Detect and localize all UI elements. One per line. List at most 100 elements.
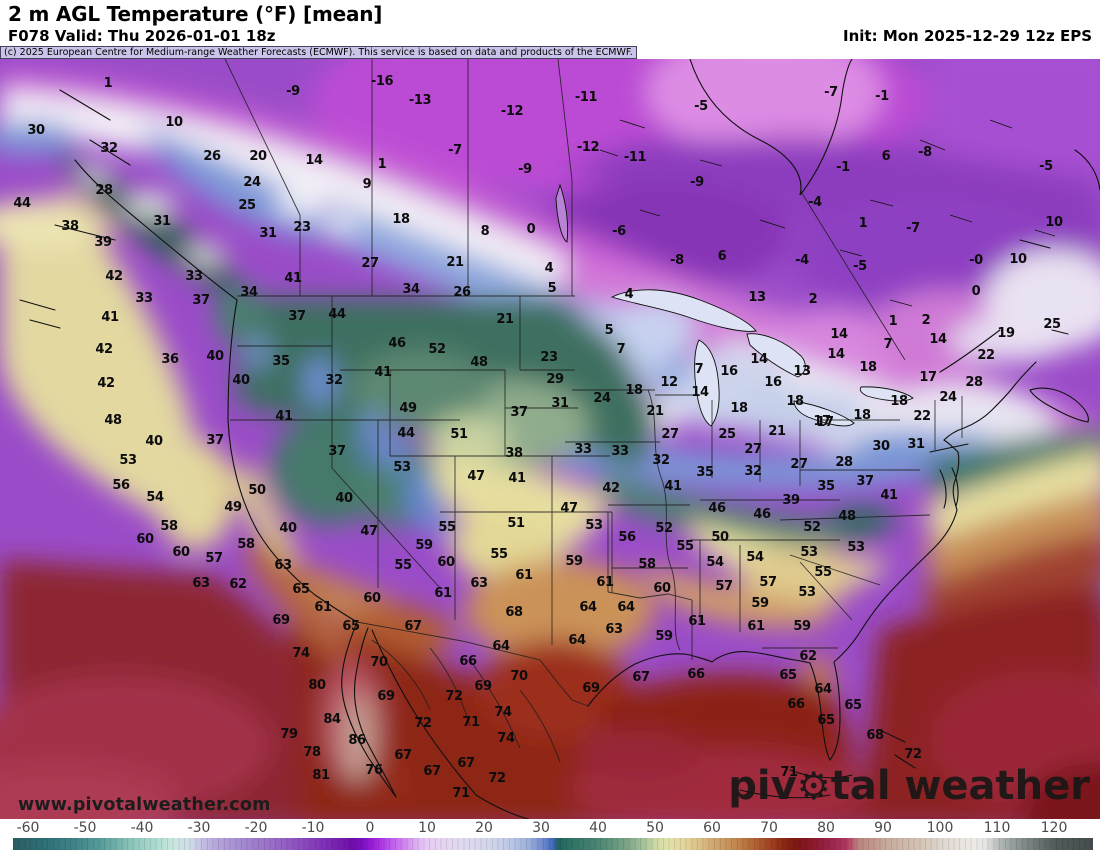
temp-value-label: 4 xyxy=(544,260,554,276)
temp-value-label: 76 xyxy=(365,762,383,778)
temp-value-label: 74 xyxy=(497,730,515,746)
temp-value-label: 65 xyxy=(844,697,862,713)
temp-value-label: 66 xyxy=(687,666,705,682)
temp-value-label: 42 xyxy=(105,268,123,284)
temp-value-label: 54 xyxy=(146,489,164,505)
colorbar-tick-label: 20 xyxy=(475,820,493,836)
temp-value-label: 0 xyxy=(971,283,981,299)
temp-value-label: 33 xyxy=(611,443,629,459)
temp-value-label: 20 xyxy=(249,148,267,164)
temp-value-label: 36 xyxy=(161,351,179,367)
temp-value-label: 69 xyxy=(272,612,290,628)
temp-value-label: 60 xyxy=(136,531,154,547)
temp-value-label: 0 xyxy=(526,221,536,237)
temp-value-label: 26 xyxy=(203,148,221,164)
temp-value-label: 13 xyxy=(793,363,811,379)
temp-value-label: 30 xyxy=(27,122,45,138)
temp-value-label: 10 xyxy=(165,114,183,130)
temp-value-label: 62 xyxy=(799,648,817,664)
temp-value-label: 6 xyxy=(717,248,727,264)
temp-value-label: 86 xyxy=(348,732,366,748)
temp-value-label: 31 xyxy=(551,395,569,411)
temp-value-label: 9 xyxy=(362,176,372,192)
temp-value-label: 17 xyxy=(816,414,834,430)
temp-value-label: 72 xyxy=(414,715,432,731)
temp-value-label: 21 xyxy=(768,423,786,439)
init-time-label: Init: Mon 2025-12-29 12z EPS xyxy=(843,27,1092,45)
temp-value-label: 41 xyxy=(275,408,293,424)
temp-value-label: 54 xyxy=(746,549,764,565)
temp-value-label: 55 xyxy=(438,519,456,535)
temp-value-label: 64 xyxy=(814,681,832,697)
valid-time-label: F078 Valid: Thu 2026-01-01 18z xyxy=(8,27,276,45)
temp-value-label: 40 xyxy=(279,520,297,536)
temp-value-label: 44 xyxy=(397,425,415,441)
temp-value-label: 18 xyxy=(853,407,871,423)
temp-value-label: 72 xyxy=(445,688,463,704)
temp-value-label: 64 xyxy=(568,632,586,648)
great-lakes xyxy=(555,183,914,427)
temp-value-label: 31 xyxy=(907,436,925,452)
temp-value-label: 40 xyxy=(145,433,163,449)
colorbar-tick-label: 30 xyxy=(532,820,550,836)
temp-value-label: 79 xyxy=(280,726,298,742)
temp-value-label: -7 xyxy=(448,142,462,158)
temp-value-label: 18 xyxy=(625,382,643,398)
temp-value-label: 16 xyxy=(720,363,738,379)
temp-value-label: 29 xyxy=(546,371,564,387)
temp-value-label: 41 xyxy=(664,478,682,494)
colorbar-tick-label: -60 xyxy=(16,820,40,836)
temp-value-label: 14 xyxy=(827,346,845,362)
temp-value-label: 50 xyxy=(711,529,729,545)
temp-value-label: 57 xyxy=(715,578,733,594)
brand-text-post: tal weather xyxy=(830,763,1090,809)
temp-value-label: 53 xyxy=(800,544,818,560)
temp-value-label: 14 xyxy=(750,351,768,367)
temp-value-label: 70 xyxy=(510,668,528,684)
temp-value-label: 60 xyxy=(363,590,381,606)
temp-value-label: -6 xyxy=(612,223,626,239)
temp-value-label: 25 xyxy=(718,426,736,442)
colorbar-tick-label: 70 xyxy=(760,820,778,836)
temp-value-label: 10 xyxy=(1045,214,1063,230)
colorbar-tick-label: -30 xyxy=(187,820,211,836)
temp-value-label: 71 xyxy=(452,785,470,801)
temp-value-label: 17 xyxy=(919,369,937,385)
temp-value-label: 41 xyxy=(508,470,526,486)
temp-value-label: 49 xyxy=(224,499,242,515)
temp-value-label: 18 xyxy=(859,359,877,375)
temp-value-label: 57 xyxy=(759,574,777,590)
temp-value-label: 51 xyxy=(450,426,468,442)
temp-value-label: 30 xyxy=(872,438,890,454)
colorbar-tick-label: 120 xyxy=(1040,820,1068,836)
temp-value-label: 27 xyxy=(744,441,762,457)
temp-value-label: -12 xyxy=(576,139,600,155)
temp-value-label: 71 xyxy=(780,764,798,780)
temp-value-label: 34 xyxy=(240,284,258,300)
colorbar-tick-label: 50 xyxy=(646,820,664,836)
colorbar-tick-label: 100 xyxy=(926,820,954,836)
temp-value-label: 59 xyxy=(565,553,583,569)
temp-value-label: 60 xyxy=(172,544,190,560)
temp-value-label: 61 xyxy=(314,599,332,615)
temp-value-label: 46 xyxy=(388,335,406,351)
temp-value-label: 37 xyxy=(192,292,210,308)
temp-value-label: 38 xyxy=(61,218,79,234)
temp-value-label: 31 xyxy=(153,213,171,229)
temp-value-label: 7 xyxy=(694,361,704,377)
temp-value-label: 1 xyxy=(858,215,868,231)
temp-value-label: 24 xyxy=(243,174,261,190)
temp-value-label: 39 xyxy=(94,234,112,250)
temp-value-label: 47 xyxy=(360,523,378,539)
colorbar-tick-label: 80 xyxy=(817,820,835,836)
temp-value-label: 27 xyxy=(661,426,679,442)
colorbar-cell-stripes xyxy=(13,838,1093,850)
temp-value-label: 63 xyxy=(192,575,210,591)
temp-value-label: 12 xyxy=(660,374,678,390)
temp-value-label: -7 xyxy=(906,220,920,236)
temp-value-label: 31 xyxy=(259,225,277,241)
temp-value-label: 53 xyxy=(847,539,865,555)
temp-value-label: 37 xyxy=(288,308,306,324)
temp-value-label: 33 xyxy=(135,290,153,306)
